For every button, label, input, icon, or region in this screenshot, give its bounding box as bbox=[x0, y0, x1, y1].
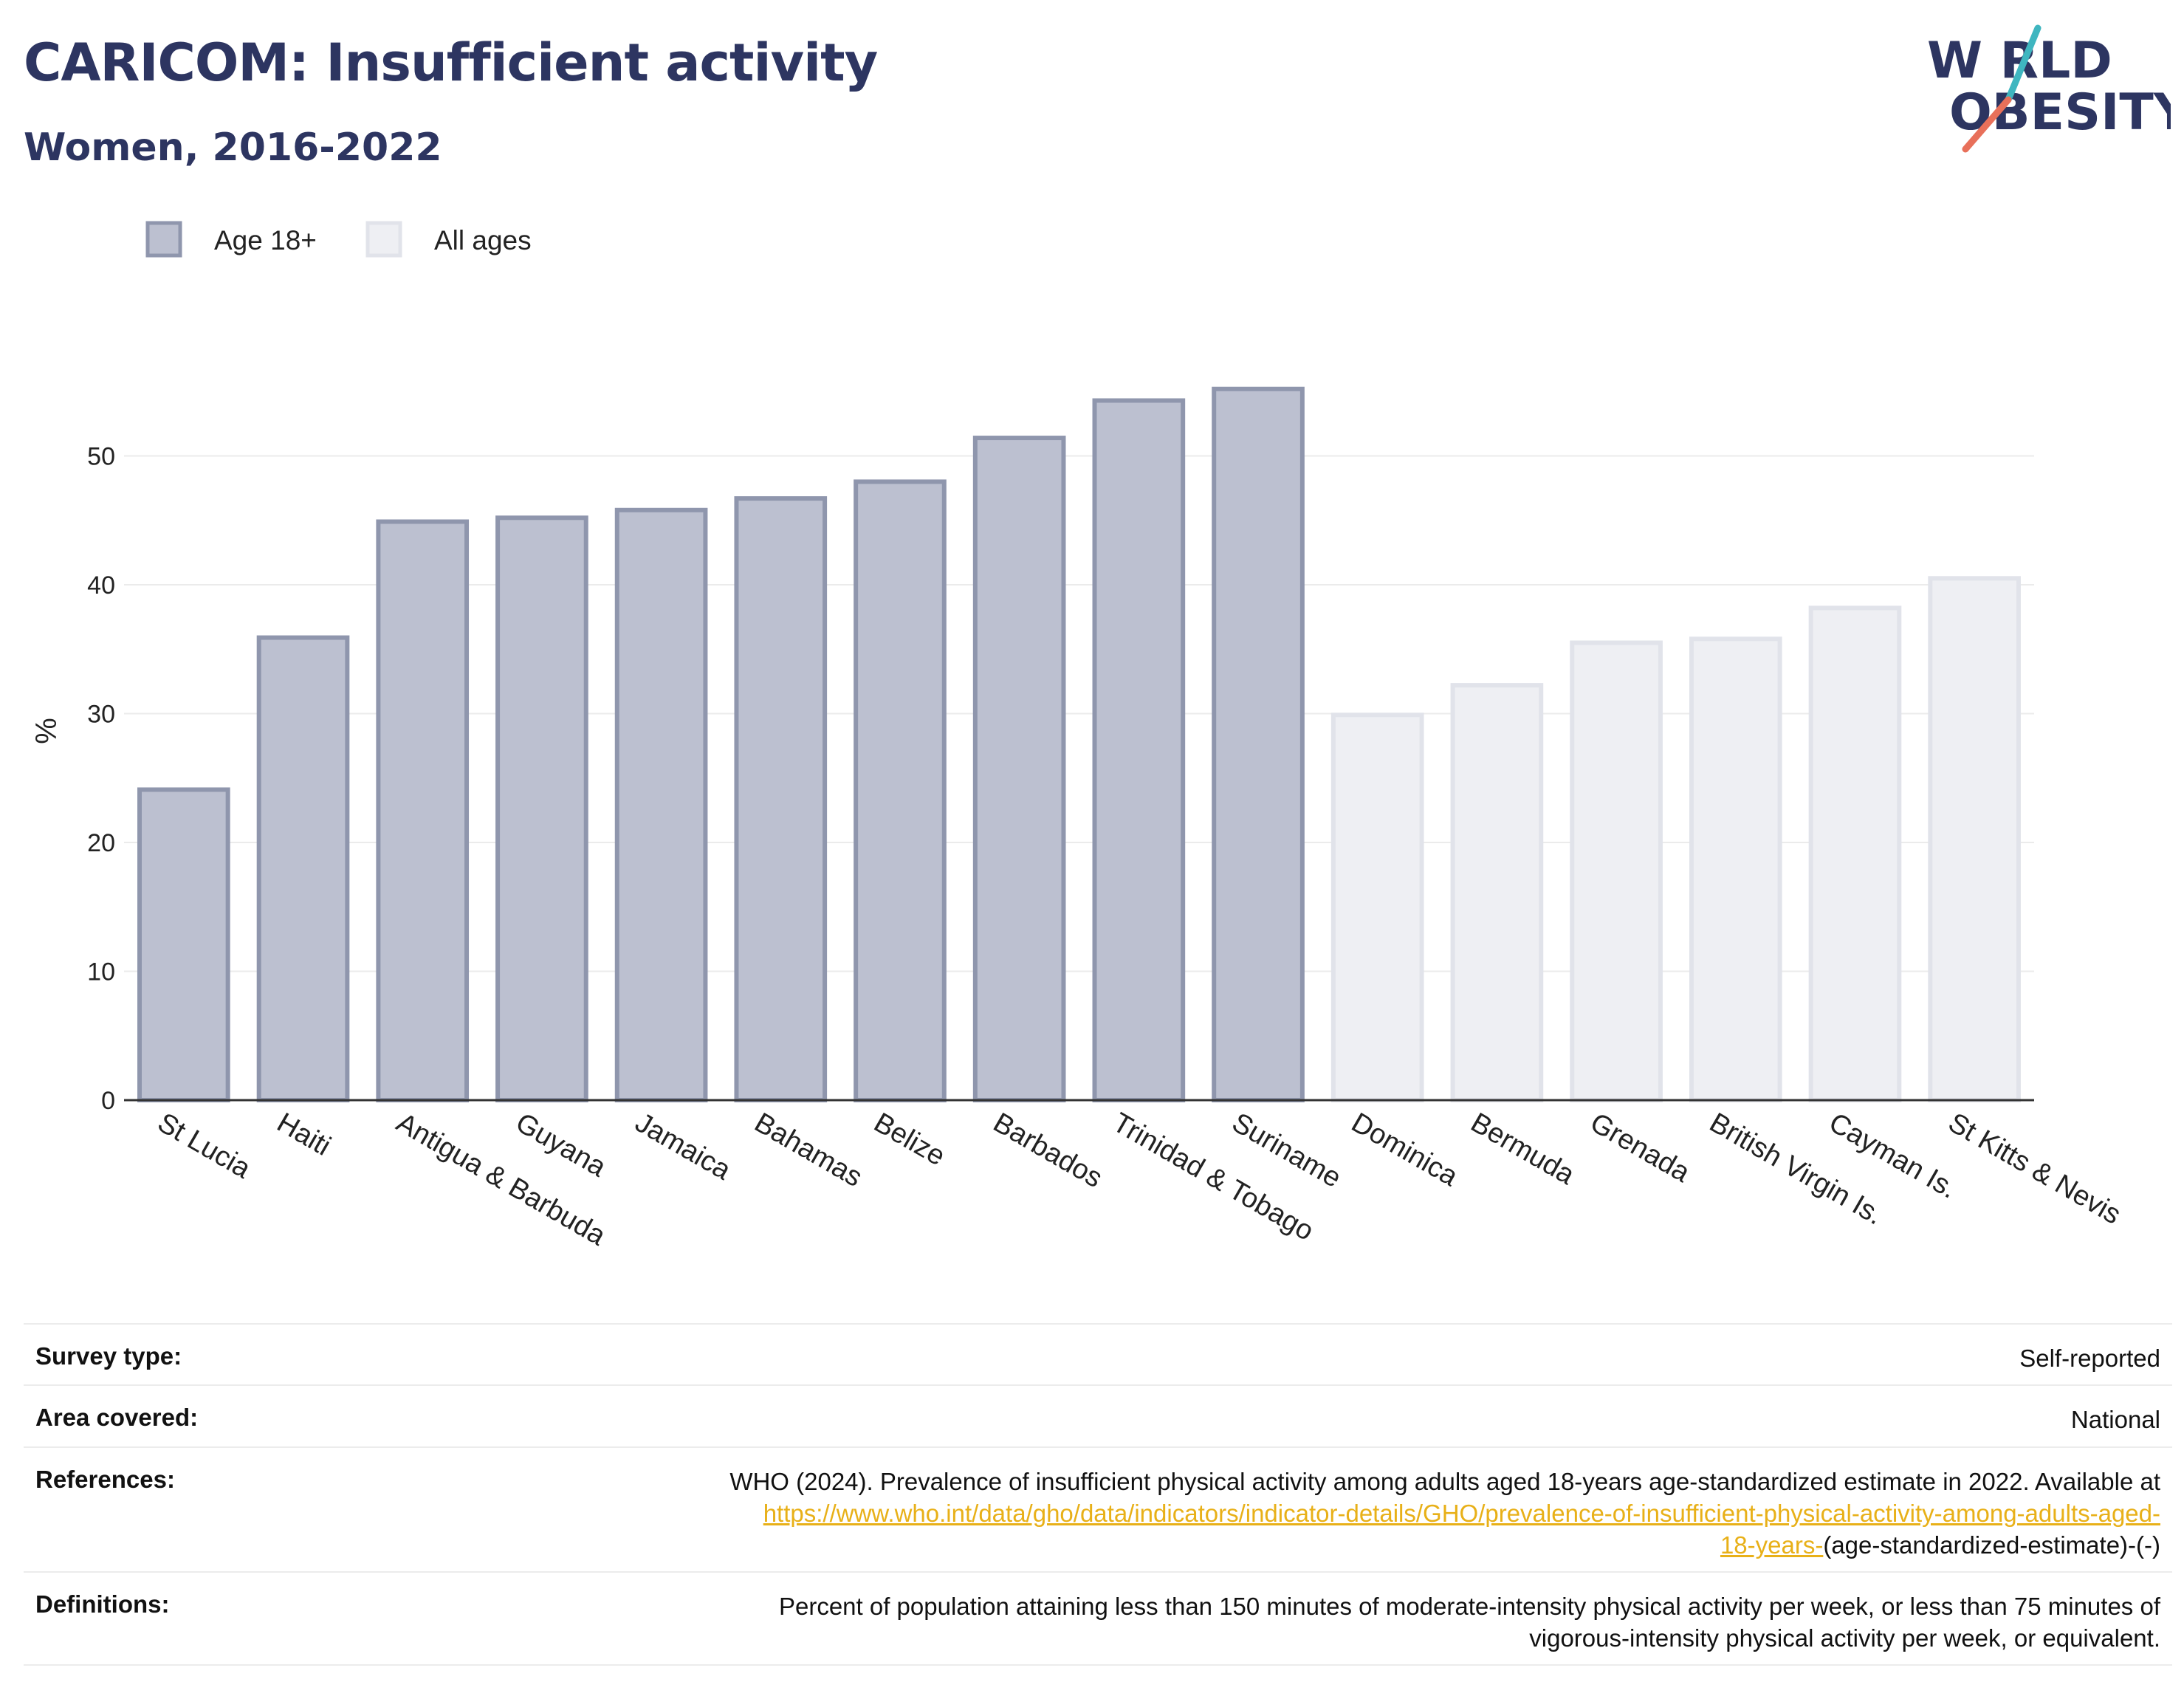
definitions-line2: vigorous-intensity physical activity per… bbox=[1529, 1624, 2160, 1652]
area-covered-value: National bbox=[343, 1384, 2172, 1448]
bar bbox=[854, 479, 947, 1102]
bar bbox=[972, 436, 1066, 1102]
bar bbox=[1570, 640, 1663, 1102]
survey-type-row: Survey type: Self-reported bbox=[24, 1323, 2172, 1386]
y-tick-label: 40 bbox=[87, 571, 115, 600]
x-tick-label: Guyana bbox=[510, 1107, 611, 1183]
x-tick-label: Barbados bbox=[988, 1107, 1108, 1194]
area-covered-label: Area covered: bbox=[24, 1384, 343, 1448]
definitions-row: Definitions: Percent of population attai… bbox=[24, 1571, 2172, 1666]
y-tick-label: 50 bbox=[87, 443, 115, 471]
x-tick-label: Trinidad & Tobago bbox=[1108, 1107, 1319, 1247]
references-label: References: bbox=[24, 1446, 343, 1573]
survey-type-label: Survey type: bbox=[24, 1323, 343, 1386]
legend-swatch bbox=[145, 221, 182, 258]
x-tick-label: Haiti bbox=[272, 1107, 336, 1161]
legend-label: All ages bbox=[434, 225, 532, 255]
y-tick-label: 30 bbox=[87, 701, 115, 729]
bar bbox=[734, 496, 828, 1102]
x-tick-label: St Kitts & Nevis bbox=[1943, 1107, 2126, 1230]
logo-slash-teal bbox=[2005, 24, 2042, 103]
definitions-line1: Percent of population attaining less tha… bbox=[778, 1593, 2160, 1620]
survey-type-value: Self-reported bbox=[343, 1323, 2172, 1386]
bar bbox=[495, 515, 588, 1102]
bar bbox=[256, 635, 350, 1102]
y-tick-label: 0 bbox=[101, 1087, 115, 1115]
area-covered-row: Area covered: National bbox=[24, 1384, 2172, 1448]
bar bbox=[1212, 386, 1305, 1102]
bar bbox=[1092, 398, 1186, 1102]
bar bbox=[1450, 683, 1544, 1102]
bar bbox=[1808, 605, 1902, 1102]
references-suffix: (age-standardized-estimate)-(-) bbox=[1823, 1531, 2160, 1559]
x-tick-label: Bahamas bbox=[749, 1107, 868, 1193]
x-tick-label: Belize bbox=[868, 1107, 950, 1172]
references-text: WHO (2024). Prevalence of insufficient p… bbox=[729, 1468, 2160, 1495]
y-tick-label: 20 bbox=[87, 829, 115, 857]
x-tick-label: St Lucia bbox=[152, 1107, 256, 1184]
bar bbox=[137, 787, 230, 1102]
logo-line2: OBESITY bbox=[1949, 83, 2171, 142]
references-link[interactable]: https://www.who.int/data/gho/data/indica… bbox=[763, 1500, 2160, 1559]
x-tick-label: Bermuda bbox=[1466, 1107, 1580, 1191]
world-obesity-logo: W RLD OBESITY bbox=[1927, 24, 2171, 153]
legend-swatch bbox=[365, 221, 402, 258]
bars bbox=[137, 386, 2021, 1102]
bar bbox=[614, 507, 708, 1102]
legend-label: Age 18+ bbox=[214, 225, 317, 255]
references-link-line1: https://www.who.int/data/gho/data/indica… bbox=[763, 1500, 2160, 1527]
definitions-label: Definitions: bbox=[24, 1571, 343, 1666]
x-tick-label: Grenada bbox=[1585, 1107, 1696, 1189]
references-row: References: WHO (2024). Prevalence of in… bbox=[24, 1446, 2172, 1573]
x-tick-label: Dominica bbox=[1346, 1107, 1463, 1192]
bar bbox=[376, 519, 470, 1102]
bar bbox=[1689, 636, 1782, 1102]
bar bbox=[1330, 713, 1424, 1102]
y-axis-title: % bbox=[30, 718, 63, 744]
references-value: WHO (2024). Prevalence of insufficient p… bbox=[343, 1446, 2172, 1573]
chart-title: CARICOM: Insufficient activity bbox=[24, 32, 878, 93]
definitions-value: Percent of population attaining less tha… bbox=[343, 1571, 2172, 1666]
chart-legend: Age 18+ All ages bbox=[145, 221, 532, 258]
x-tick-label: Jamaica bbox=[630, 1107, 736, 1187]
bar bbox=[1928, 576, 2021, 1102]
references-link-line2: 18-years- bbox=[1720, 1531, 1824, 1559]
chart-subtitle: Women, 2016-2022 bbox=[24, 126, 442, 170]
metadata-table: Survey type: Self-reported Area covered:… bbox=[24, 1323, 2172, 1666]
logo-slash-red bbox=[1962, 96, 2012, 153]
bar-chart: Age 18+ All ages 0 10 20 30 40 50 St Lucia Haiti… bbox=[30, 221, 2126, 1252]
x-tick-label: Antigua & Barbuda bbox=[391, 1107, 611, 1252]
y-tick-label: 10 bbox=[87, 958, 115, 986]
